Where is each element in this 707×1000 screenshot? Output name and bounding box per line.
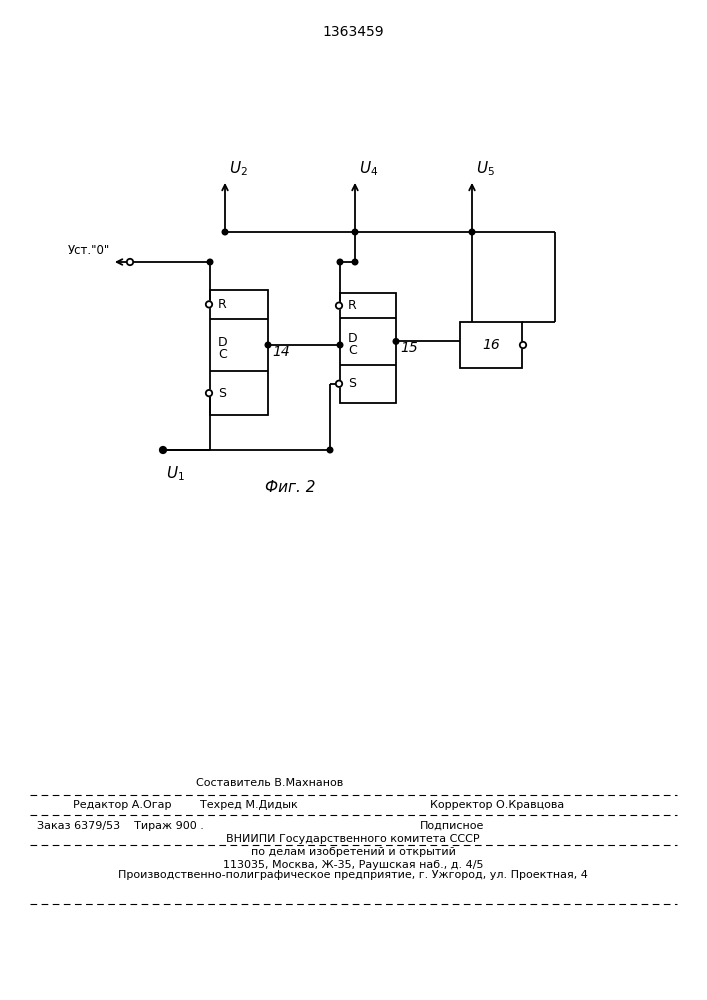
Text: $U_1$: $U_1$ bbox=[166, 464, 185, 483]
Text: 16: 16 bbox=[482, 338, 500, 352]
Text: 1363459: 1363459 bbox=[322, 25, 384, 39]
Text: $U_5$: $U_5$ bbox=[476, 159, 495, 178]
Text: R: R bbox=[218, 298, 227, 311]
Circle shape bbox=[127, 259, 133, 265]
Circle shape bbox=[206, 301, 212, 308]
Circle shape bbox=[352, 229, 358, 235]
Text: 15: 15 bbox=[400, 341, 418, 355]
Text: R: R bbox=[348, 299, 357, 312]
Circle shape bbox=[352, 259, 358, 265]
Circle shape bbox=[337, 342, 343, 348]
Text: Уст."0": Уст."0" bbox=[68, 244, 110, 257]
Text: $U_2$: $U_2$ bbox=[229, 159, 248, 178]
Circle shape bbox=[336, 381, 342, 387]
Text: $U_4$: $U_4$ bbox=[359, 159, 378, 178]
Text: C: C bbox=[218, 348, 227, 360]
Text: S: S bbox=[348, 377, 356, 390]
Text: Подписное: Подписное bbox=[420, 821, 484, 831]
Circle shape bbox=[265, 342, 271, 348]
Circle shape bbox=[206, 390, 212, 396]
Text: ВНИИПИ Государственного комитета СССР: ВНИИПИ Государственного комитета СССР bbox=[226, 834, 480, 844]
Text: 113035, Москва, Ж-35, Раушская наб., д. 4/5: 113035, Москва, Ж-35, Раушская наб., д. … bbox=[223, 860, 484, 870]
Bar bbox=[460, 322, 522, 368]
Circle shape bbox=[393, 339, 399, 344]
Text: C: C bbox=[348, 344, 357, 357]
Text: S: S bbox=[218, 387, 226, 400]
Text: 14: 14 bbox=[272, 346, 290, 360]
Circle shape bbox=[520, 342, 526, 348]
Circle shape bbox=[160, 447, 166, 453]
Circle shape bbox=[337, 259, 343, 265]
Circle shape bbox=[336, 302, 342, 309]
Text: Редактор А.Огар: Редактор А.Огар bbox=[73, 800, 172, 810]
Bar bbox=[210, 290, 268, 415]
Circle shape bbox=[207, 259, 213, 265]
Circle shape bbox=[469, 229, 475, 235]
Text: D: D bbox=[218, 336, 228, 349]
Text: Фиг. 2: Фиг. 2 bbox=[264, 481, 315, 495]
Text: Корректор О.Кравцова: Корректор О.Кравцова bbox=[430, 800, 564, 810]
Text: Составитель В.Махнанов: Составитель В.Махнанов bbox=[197, 778, 344, 788]
Text: Производственно-полиграфическое предприятие, г. Ужгород, ул. Проектная, 4: Производственно-полиграфическое предприя… bbox=[118, 869, 588, 880]
Text: Заказ 6379/53    Тираж 900 .: Заказ 6379/53 Тираж 900 . bbox=[37, 821, 204, 831]
Bar bbox=[340, 293, 396, 403]
Text: D: D bbox=[348, 332, 358, 345]
Text: Техред М.Дидык: Техред М.Дидык bbox=[200, 800, 298, 810]
Circle shape bbox=[327, 447, 333, 453]
Circle shape bbox=[222, 229, 228, 235]
Circle shape bbox=[160, 447, 166, 453]
Text: по делам изобретений и открытий: по делам изобретений и открытий bbox=[250, 847, 455, 857]
